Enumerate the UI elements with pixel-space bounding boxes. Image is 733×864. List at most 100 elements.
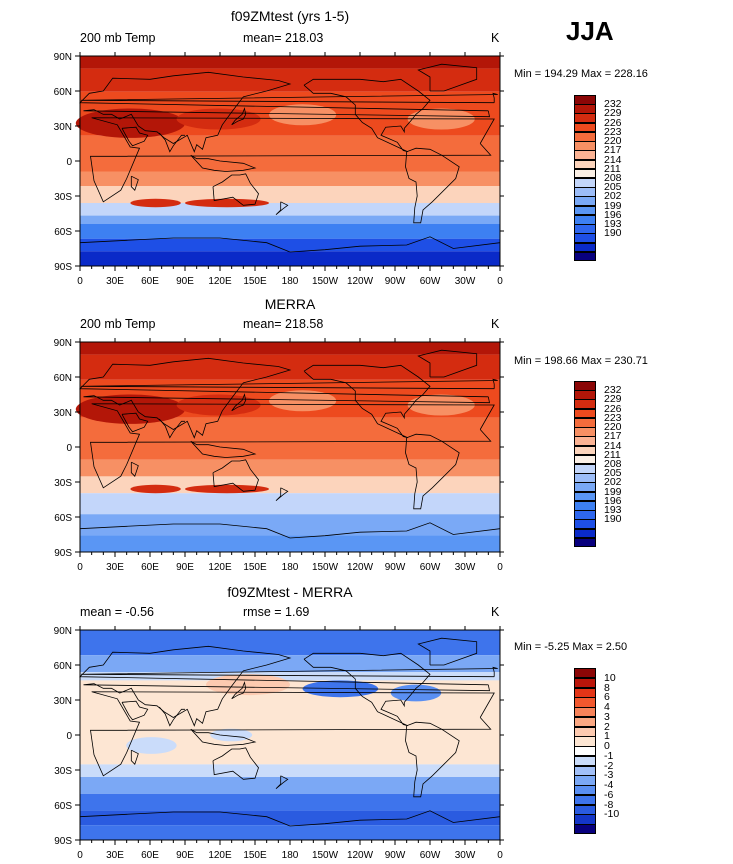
panel-2-mean: mean= 218.58 xyxy=(243,317,324,331)
colorbar-label: 229 xyxy=(604,107,622,120)
colorbar-label: 208 xyxy=(604,172,622,184)
y-tick-label: 60N xyxy=(54,661,72,672)
y-tick-label: 60N xyxy=(54,87,72,98)
x-tick-label: 120E xyxy=(208,562,232,573)
colorbar-label: 211 xyxy=(604,448,621,461)
colorbar-label: 0 xyxy=(604,740,610,753)
colorbar-label: 211 xyxy=(604,162,621,175)
colorbar-label: 6 xyxy=(604,691,610,704)
y-tick-label: 30N xyxy=(54,696,72,707)
colorbar-label: 220 xyxy=(604,135,622,148)
colorbar-label: 202 xyxy=(604,190,622,203)
panel-2-title: MERRA xyxy=(264,296,316,312)
colorbar-label: 223 xyxy=(604,125,622,138)
x-tick-label: 0 xyxy=(77,562,83,573)
panel-2-colorbar: 232 229 226 223 220 217 214 211 208 205 202 199 196 1… xyxy=(574,381,622,548)
colorbar-cell xyxy=(574,716,596,728)
y-tick-label: 90N xyxy=(54,626,72,637)
colorbar-label: 8 xyxy=(604,681,610,694)
x-tick-label: 150W xyxy=(312,850,339,861)
x-tick-label: 60W xyxy=(420,562,441,573)
colorbar-label: 220 xyxy=(604,421,622,434)
y-tick-label: 90S xyxy=(54,548,72,559)
colorbar-label: 193 xyxy=(604,218,622,231)
colorbar-cell xyxy=(574,814,596,825)
x-tick-label: 0 xyxy=(497,276,503,287)
x-tick-label: 150E xyxy=(243,850,267,861)
panel-1-map: 0 30E 60E 90E 120E 150E 180 150W 120W 90W 60W 30W 09… xyxy=(54,52,504,287)
colorbar-label: 196 xyxy=(604,208,622,221)
panel-3-minmax: Min = -5.25 Max = 2.50 xyxy=(514,641,628,653)
y-tick-label: 60S xyxy=(54,513,72,524)
panel-2-units: K xyxy=(491,317,500,331)
x-tick-label: 150E xyxy=(243,276,267,287)
colorbar-label: 205 xyxy=(604,181,622,194)
y-tick-label: 0 xyxy=(66,443,72,454)
colorbar-label: 3 xyxy=(604,710,610,723)
x-tick-label: 0 xyxy=(497,562,503,573)
colorbar-label: 226 xyxy=(604,116,622,129)
colorbar-label: 232 xyxy=(604,384,622,397)
y-tick-label: 60S xyxy=(54,227,72,238)
colorbar-cell xyxy=(574,537,596,548)
colorbar-cell xyxy=(574,707,596,718)
x-tick-label: 0 xyxy=(77,276,83,287)
colorbar-label: 190 xyxy=(604,513,622,526)
colorbar-label: -2 xyxy=(604,759,614,772)
season-label: JJA xyxy=(566,16,614,46)
colorbar-cell xyxy=(574,775,596,786)
colorbar-label: -6 xyxy=(604,788,614,801)
colorbar-label: -3 xyxy=(604,769,614,782)
x-tick-label: 120E xyxy=(208,850,232,861)
y-tick-label: 60N xyxy=(54,373,72,384)
x-tick-label: 120W xyxy=(347,276,374,287)
x-tick-label: 90E xyxy=(176,850,194,861)
colorbar-cell xyxy=(574,746,596,757)
x-tick-label: 180 xyxy=(282,562,299,573)
x-tick-label: 60E xyxy=(141,276,159,287)
x-tick-label: 90E xyxy=(176,562,194,573)
colorbar-label: 217 xyxy=(604,430,622,443)
colorbar-label: 208 xyxy=(604,458,622,470)
x-tick-label: 180 xyxy=(282,276,299,287)
x-tick-label: 0 xyxy=(497,850,503,861)
panel-2-map: 0 30E 60E 90E 120E 150E 180 150W 120W 90W 60W 30W 09… xyxy=(54,338,504,573)
y-tick-label: 60S xyxy=(54,801,72,812)
colorbar-label: 214 xyxy=(604,153,622,166)
y-tick-label: 90S xyxy=(54,836,72,847)
y-tick-label: 90N xyxy=(54,52,72,63)
colorbar-label: -10 xyxy=(604,808,620,821)
x-tick-label: 120W xyxy=(347,562,374,573)
y-tick-label: 30N xyxy=(54,408,72,419)
x-tick-label: 90W xyxy=(385,276,406,287)
panel-1-title: f09ZMtest (yrs 1-5) xyxy=(230,8,350,24)
panel-1-mean: mean= 218.03 xyxy=(243,31,324,45)
y-tick-label: 0 xyxy=(66,157,72,168)
x-tick-label: 30E xyxy=(106,276,124,287)
x-tick-label: 90E xyxy=(176,276,194,287)
panel-3-map: 0 30E 60E 90E 120E 150E 180 150W 120W 90W 60W 30W 09… xyxy=(54,626,504,861)
colorbar-cell xyxy=(574,726,596,737)
y-tick-label: 30S xyxy=(54,192,72,203)
x-tick-label: 60W xyxy=(420,276,441,287)
colorbar-label: 205 xyxy=(604,467,622,480)
panel-3-units: K xyxy=(491,605,500,619)
x-tick-label: 150E xyxy=(243,562,267,573)
colorbar-cell xyxy=(574,785,596,796)
colorbar-cell xyxy=(574,668,596,679)
colorbar-label: 232 xyxy=(604,98,622,111)
colorbar-cell xyxy=(574,677,596,688)
colorbar-label: 199 xyxy=(604,485,622,498)
x-tick-label: 30W xyxy=(455,276,476,287)
panel-1-units: K xyxy=(491,31,500,45)
colorbar-label: 226 xyxy=(604,402,622,415)
x-tick-label: 180 xyxy=(282,850,299,861)
colorbar-cell xyxy=(574,804,596,815)
panel-3-mean: mean = -0.56 xyxy=(80,605,155,619)
y-tick-label: 90S xyxy=(54,262,72,273)
colorbar-cell xyxy=(574,168,596,179)
x-tick-label: 60E xyxy=(141,850,159,861)
colorbar-label: 2 xyxy=(604,720,610,733)
colorbar-cell xyxy=(574,454,596,465)
colorbar-label: 190 xyxy=(604,227,622,240)
